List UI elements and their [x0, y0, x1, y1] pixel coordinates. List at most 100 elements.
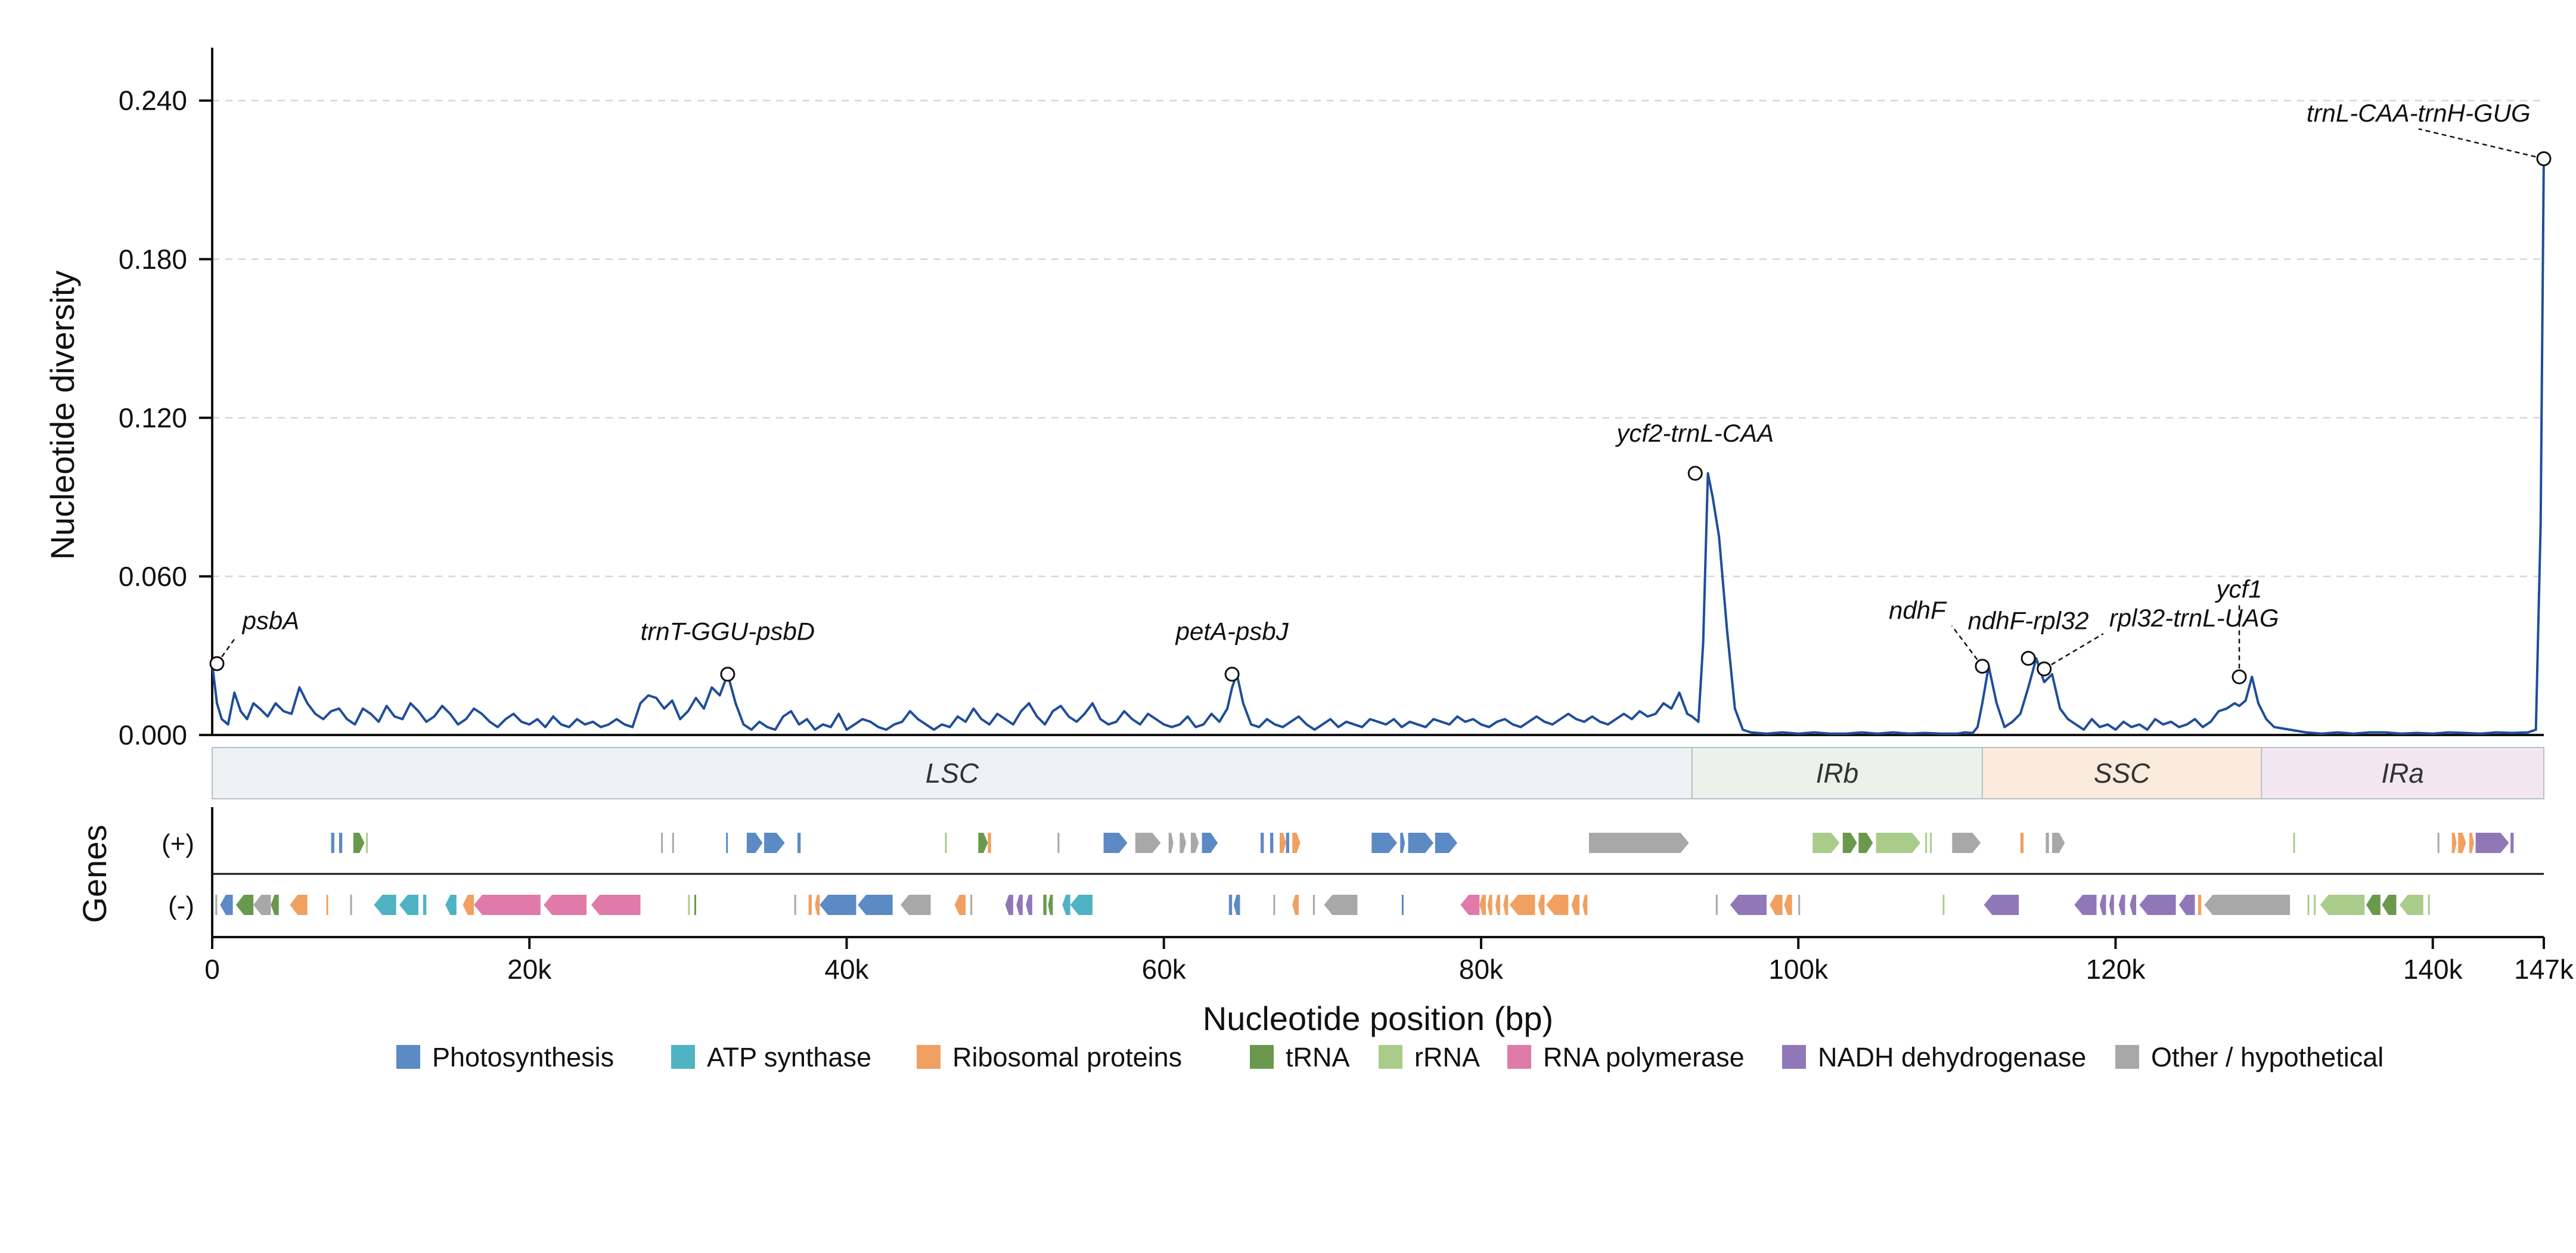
legend-label: tRNA — [1286, 1042, 1350, 1072]
gene-minus-ribo — [463, 895, 474, 915]
gene-plus-photo — [331, 833, 334, 853]
y-tick-label: 0.120 — [119, 402, 187, 433]
annotation-label: ndhF-rpl32 — [1968, 607, 2089, 635]
gene-minus-rrna — [2428, 895, 2430, 915]
gene-minus-ribo — [1784, 895, 1792, 915]
annotation-label: ycf2-trnL-CAA — [1615, 419, 1774, 447]
gene-minus-ribo — [1770, 895, 1783, 915]
gene-minus-rrna — [2307, 895, 2310, 915]
legend-swatch — [2115, 1045, 2139, 1069]
x-tick-label: 40k — [824, 954, 869, 985]
annotation-leader — [216, 635, 237, 664]
legend-swatch — [917, 1045, 941, 1069]
y-axis-title: Nucleotide diversity — [44, 271, 81, 560]
gene-minus-other — [1312, 895, 1315, 915]
peak-marker — [209, 656, 225, 671]
gene-minus-ribo — [1571, 895, 1579, 915]
peak-marker — [1975, 659, 1990, 674]
gene-minus-trna — [1048, 895, 1053, 915]
gene-minus-rrna — [2399, 895, 2423, 915]
gene-plus-ribo — [2469, 833, 2474, 853]
y-tick-label: 0.180 — [119, 244, 187, 275]
gene-plus-photo — [1286, 833, 1289, 853]
annotation-label: ndhF — [1889, 596, 1947, 624]
gene-plus-rrna — [1876, 833, 1921, 853]
x-tick-label: 80k — [1459, 954, 1504, 985]
annotation-leader — [2044, 633, 2104, 670]
legend-label: Other / hypothetical — [2151, 1042, 2383, 1072]
legend-label: Ribosomal proteins — [952, 1042, 1182, 1072]
peak-marker — [1687, 466, 1703, 481]
gene-plus-other — [2046, 833, 2049, 853]
y-tick-label: 0.240 — [119, 85, 187, 116]
axes-group: 0.000 0.060 0.120 0.180 0.240 Nucleotide dive… — [44, 48, 2574, 1037]
legend-label: NADH dehydrogenase — [1818, 1042, 2086, 1072]
legend-swatch — [1507, 1045, 1531, 1069]
legend-label: rRNA — [1414, 1042, 1480, 1072]
gene-minus-ndh — [2099, 895, 2106, 915]
annotation-leader — [1951, 625, 1983, 667]
gene-plus-other — [661, 833, 663, 853]
peak-marker — [2037, 661, 2052, 677]
gene-minus-rrna — [2314, 895, 2316, 915]
gene-minus-trna — [271, 895, 279, 915]
gene-plus-ribo — [988, 833, 991, 853]
region-label-lsc: LSC — [926, 758, 979, 789]
gene-plus-photo — [1408, 833, 1434, 853]
gene-minus-photo — [220, 895, 233, 915]
x-tick-label: 120k — [2086, 954, 2146, 985]
gene-minus-ribo — [815, 895, 820, 915]
gene-plus-photo — [1371, 833, 1397, 853]
gene-plus-photo — [1261, 833, 1264, 853]
gene-minus-rnap — [544, 895, 587, 915]
gene-minus-ndh — [1005, 895, 1013, 915]
peak-marker — [2021, 650, 2036, 666]
gene-minus-rnap — [474, 895, 541, 915]
annotation-label: ycf1 — [2215, 575, 2262, 603]
gene-plus-photo — [339, 833, 343, 853]
gene-minus-rrna — [688, 895, 690, 915]
gene-plus-photo — [1103, 833, 1128, 853]
grid-group — [212, 100, 2544, 578]
gene-minus-atp — [1062, 895, 1070, 915]
legend-swatch — [1782, 1045, 1806, 1069]
x-tick-label: 140k — [2403, 954, 2463, 985]
gene-minus-atp — [423, 895, 427, 915]
gene-plus-ndh — [2510, 833, 2514, 853]
peak-marker — [1224, 666, 1240, 682]
x-axis-title: Nucleotide position (bp) — [1203, 1000, 1553, 1037]
legend-swatch — [396, 1045, 420, 1069]
gene-plus-other — [1135, 833, 1161, 853]
gene-plus-ribo — [2451, 833, 2457, 853]
gene-minus-ndh — [2139, 895, 2176, 915]
gene-minus-other — [215, 895, 218, 915]
gene-minus-other — [900, 895, 931, 915]
gene-minus-ndh — [1026, 895, 1032, 915]
gene-plus-rrna — [366, 833, 368, 853]
gene-minus-ndh — [1984, 895, 2019, 915]
legend-swatch — [671, 1045, 695, 1069]
gene-minus-other — [1798, 895, 1801, 915]
gene-minus-atp — [399, 895, 418, 915]
region-band-ira — [2261, 747, 2544, 799]
gene-plus-photo — [1270, 833, 1274, 853]
gene-plus-other — [1190, 833, 1199, 853]
region-label-ssc: SSC — [2094, 758, 2150, 789]
legend-label: Photosynthesis — [432, 1042, 614, 1072]
genes-axis-title: Genes — [76, 825, 113, 923]
gene-minus-ndh — [2109, 895, 2114, 915]
gene-minus-atp — [374, 895, 396, 915]
gene-minus-other — [350, 895, 352, 915]
gene-minus-ndh — [1730, 895, 1767, 915]
region-band-group: LSC IRb SSC IRa — [212, 747, 2544, 799]
gene-plus-trna — [353, 833, 365, 853]
gene-plus-photo — [726, 833, 728, 853]
gene-minus-rrna — [2320, 895, 2365, 915]
gene-plus-rrna — [1930, 833, 1932, 853]
gene-plus-rrna — [1925, 833, 1928, 853]
gene-plus-trna — [1858, 833, 1873, 853]
gene-minus-other — [970, 895, 973, 915]
gene-plus-photo — [1202, 833, 1218, 853]
legend-label: RNA polymerase — [1543, 1042, 1745, 1072]
